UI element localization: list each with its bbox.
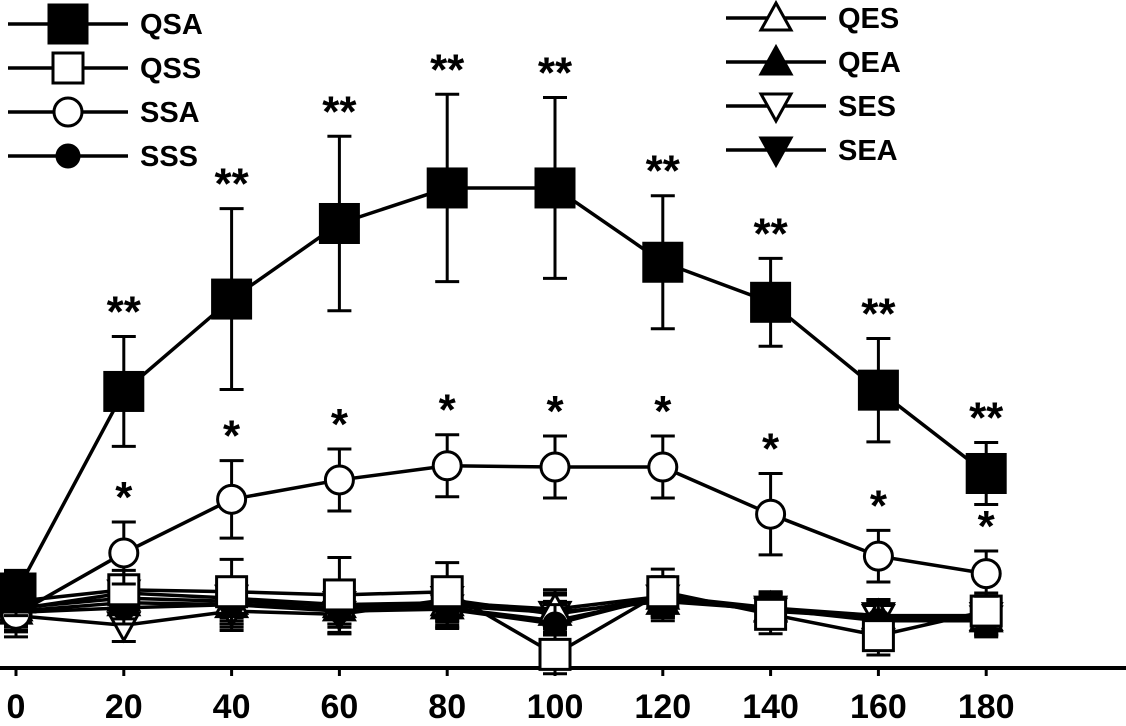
legend-marker xyxy=(758,43,794,76)
significance-star: ** xyxy=(322,87,357,136)
x-tick-label: 60 xyxy=(320,688,358,726)
data-point xyxy=(965,452,1007,494)
data-point xyxy=(647,451,679,483)
x-axis: 0 20 40 60 80 100 120 140 160 180 xyxy=(0,666,1126,726)
data-point xyxy=(534,167,576,209)
significance-star: ** xyxy=(969,393,1004,442)
significance-star: ** xyxy=(861,289,896,338)
legend-label: QES xyxy=(838,3,899,35)
data-point xyxy=(538,637,572,671)
legend-item-qss: QSS xyxy=(8,51,201,85)
legend-marker xyxy=(47,3,89,45)
series-qsa xyxy=(0,92,1007,618)
x-tick-label: 140 xyxy=(742,688,799,726)
legend-item-ssa: SSA xyxy=(8,96,200,129)
significance-star: * xyxy=(978,502,996,551)
legend-label: SSA xyxy=(140,97,200,129)
series-line xyxy=(15,588,987,657)
significance-star: ** xyxy=(753,209,788,258)
data-point xyxy=(646,575,680,609)
legend-marker xyxy=(758,92,794,125)
x-tick-label: 80 xyxy=(428,688,466,726)
legend-marker xyxy=(55,143,81,169)
data-point xyxy=(211,278,253,320)
x-tick-label: 180 xyxy=(958,688,1015,726)
significance-star: * xyxy=(115,473,133,522)
significance-star: * xyxy=(546,387,564,436)
data-point xyxy=(969,594,1003,628)
series-line xyxy=(15,594,987,620)
significance-star: * xyxy=(762,424,780,473)
legend-label: QSA xyxy=(140,9,203,41)
legend-item-qsa: QSA xyxy=(8,3,203,45)
legend-item-sss: SSS xyxy=(8,141,198,173)
series-line xyxy=(14,186,988,594)
legend-marker xyxy=(51,51,85,85)
data-point xyxy=(750,281,792,323)
significance-star: ** xyxy=(646,147,681,196)
legend-marker xyxy=(52,96,84,128)
significance-star: * xyxy=(870,481,888,530)
significance-star: * xyxy=(331,400,349,449)
data-point xyxy=(430,575,464,609)
series-qes xyxy=(0,575,1004,636)
significance-star: ** xyxy=(107,288,142,337)
x-tick-label: 40 xyxy=(213,688,251,726)
legend-label: QEA xyxy=(838,47,901,79)
data-point xyxy=(754,597,788,631)
data-point xyxy=(542,611,568,637)
x-tick-label: 100 xyxy=(527,688,584,726)
legend-label: SES xyxy=(838,91,896,123)
data-point xyxy=(862,540,894,572)
x-tick-label: 160 xyxy=(850,688,907,726)
data-point xyxy=(857,369,899,411)
significance-star: ** xyxy=(430,45,465,94)
data-point xyxy=(642,241,684,283)
data-point xyxy=(0,572,37,614)
data-point xyxy=(431,450,463,482)
x-tick-label: 120 xyxy=(634,688,691,726)
x-tick-label: 20 xyxy=(105,688,143,726)
data-point xyxy=(426,167,468,209)
significance-star: ** xyxy=(538,49,573,98)
data-point xyxy=(539,451,571,483)
data-point xyxy=(216,483,248,515)
significance-star: * xyxy=(223,412,241,461)
legend-label: SSS xyxy=(140,141,198,173)
data-point xyxy=(322,578,356,612)
data-point xyxy=(861,619,895,653)
data-point xyxy=(323,464,355,496)
x-tick-label: 0 xyxy=(7,688,26,726)
legend-marker xyxy=(758,0,794,32)
legend-marker xyxy=(758,136,794,169)
legend-label: SEA xyxy=(838,135,898,167)
legend-item-qes: QES xyxy=(726,0,899,35)
legend-item-sea: SEA xyxy=(726,135,898,169)
significance-star: ** xyxy=(214,160,249,209)
plot-area xyxy=(0,92,1007,676)
series-line xyxy=(15,463,987,616)
data-point xyxy=(970,558,1002,590)
legend: QSA QSS SSA SSS QES QEA SES SEA xyxy=(8,0,901,173)
series-line xyxy=(15,594,987,626)
data-point xyxy=(108,537,140,569)
data-point xyxy=(215,575,249,609)
legend-item-qea: QEA xyxy=(726,43,901,79)
significance-star: * xyxy=(439,386,457,435)
significance-star: * xyxy=(654,387,672,436)
significance-markers: ******** ************ * * * *** * xyxy=(107,45,1005,551)
data-point xyxy=(755,498,787,530)
data-point xyxy=(103,370,145,412)
data-point xyxy=(318,202,360,244)
legend-item-ses: SES xyxy=(726,91,896,125)
legend-label: QSS xyxy=(140,53,201,85)
